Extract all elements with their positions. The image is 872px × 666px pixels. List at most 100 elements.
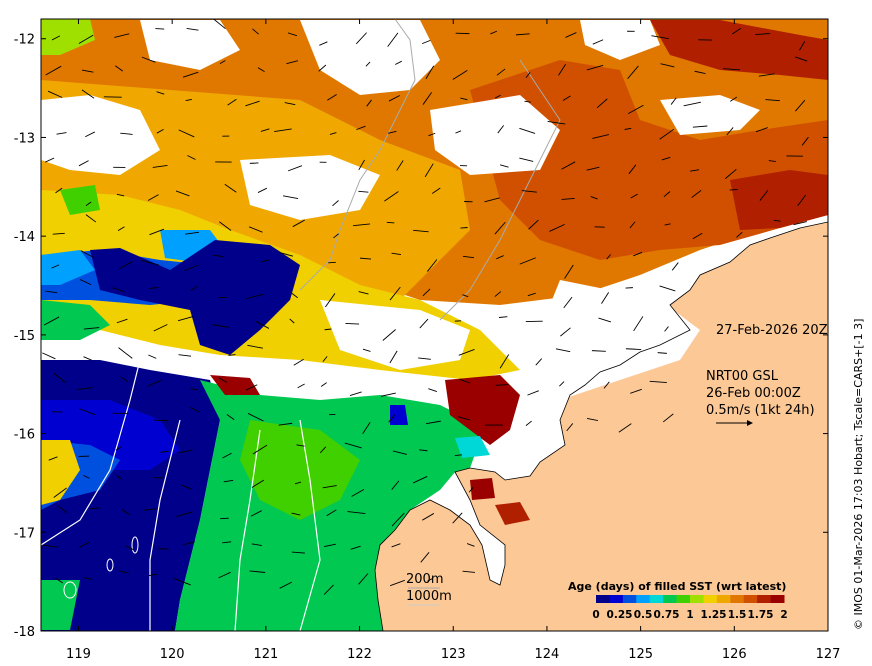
current-vector: [562, 95, 571, 101]
current-vector: [44, 157, 55, 163]
current-vector: [294, 481, 302, 485]
current-vector: [801, 136, 809, 146]
current-vector: [219, 221, 232, 231]
current-vector: [495, 384, 509, 386]
lon-tick-label: 119: [66, 647, 91, 662]
current-vector: [279, 581, 293, 589]
lon-tick-label: 126: [722, 647, 747, 662]
current-vector: [350, 545, 361, 550]
current-vector: [278, 422, 293, 426]
current-vector: [53, 487, 67, 498]
current-vector: [759, 189, 769, 201]
current-vector: [180, 484, 192, 490]
current-vector: [324, 328, 332, 331]
current-vector: [83, 474, 90, 479]
current-vector: [84, 577, 93, 580]
legend-swatch: [716, 595, 731, 603]
current-vector: [365, 61, 371, 67]
lon-tick-label: 124: [535, 647, 560, 662]
current-vector: [498, 316, 508, 318]
current-vector: [213, 254, 224, 258]
current-vector: [251, 543, 262, 546]
current-vector: [247, 413, 264, 422]
current-vector: [629, 221, 636, 229]
current-vector: [255, 320, 270, 329]
current-vector: [452, 512, 463, 524]
current-vector: [694, 70, 706, 74]
current-vector: [190, 407, 201, 413]
current-vector: [141, 260, 159, 266]
legend-tick-label: 1.75: [748, 609, 774, 621]
current-vector: [184, 264, 199, 272]
current-vector: [563, 296, 573, 309]
current-vector: [521, 190, 537, 193]
current-vector: [566, 423, 574, 432]
current-vector: [353, 223, 371, 227]
lat-tick-label: -17: [14, 526, 35, 541]
current-vector: [422, 92, 432, 105]
legend-tick-label: 2: [780, 609, 787, 621]
current-vector: [55, 187, 63, 194]
current-vector: [466, 543, 475, 547]
legend-swatch: [649, 595, 664, 603]
current-vector: [54, 577, 63, 584]
current-vector: [527, 292, 536, 297]
current-vector: [419, 318, 429, 329]
current-vector: [384, 191, 399, 202]
current-vector: [494, 221, 506, 235]
current-vector: [549, 223, 565, 232]
current-vector: [606, 254, 611, 260]
current-vector: [333, 233, 339, 239]
lat-tick-label: -15: [14, 329, 35, 344]
latitude-axis: -12 -13 -14 -15 -16 -17 -18: [14, 33, 828, 640]
current-vector: [428, 132, 436, 137]
current-vector: [118, 347, 133, 359]
current-vector: [153, 477, 164, 479]
current-vector: [155, 28, 165, 30]
current-vector: [218, 571, 231, 579]
current-vector: [528, 219, 539, 230]
current-vector: [116, 318, 128, 324]
current-vector: [628, 164, 637, 175]
current-vector: [630, 388, 642, 394]
current-vector: [660, 63, 675, 68]
current-vector: [58, 505, 68, 514]
current-vector: [228, 354, 236, 356]
lon-tick-label: 125: [628, 647, 653, 662]
current-vector: [85, 131, 95, 138]
current-vector: [118, 570, 129, 574]
lat-tick-label: -16: [14, 428, 35, 443]
current-vector: [590, 196, 598, 200]
current-vector: [618, 423, 632, 433]
legend-swatch: [622, 595, 637, 603]
current-vector: [624, 127, 632, 130]
current-vector: [322, 485, 337, 489]
current-vector: [115, 446, 122, 451]
legend-swatch: [676, 595, 691, 603]
current-vector: [773, 219, 781, 222]
current-vector: [120, 376, 129, 383]
current-vector: [659, 285, 676, 292]
current-vector: [633, 251, 643, 257]
current-vector: [257, 67, 265, 73]
current-vector: [457, 416, 471, 421]
current-vector: [633, 316, 644, 332]
current-vector: [412, 476, 428, 484]
current-vector: [768, 160, 776, 162]
current-vector: [156, 91, 165, 95]
current-vector: [320, 382, 327, 387]
current-vector: [76, 387, 93, 390]
current-vector: [78, 541, 90, 548]
current-vector: [657, 352, 667, 354]
current-vector: [387, 32, 399, 47]
date-label: 27-Feb-2026 20Z: [716, 323, 828, 338]
current-vector: [380, 392, 396, 397]
current-vector: [396, 160, 404, 171]
current-vector: [755, 127, 768, 133]
current-vector: [249, 570, 266, 573]
current-vector: [724, 168, 737, 180]
current-vector: [250, 510, 262, 517]
legend-tick-label: 1.5: [728, 609, 747, 621]
current-vector: [85, 214, 97, 223]
current-vector: [691, 189, 702, 198]
